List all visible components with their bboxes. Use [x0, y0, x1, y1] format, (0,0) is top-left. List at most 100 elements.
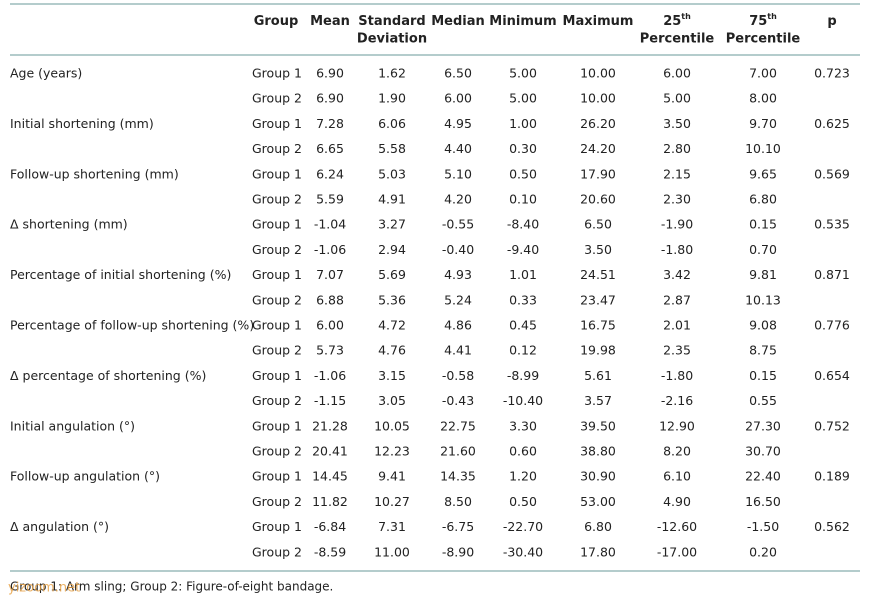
value-cell: 4.93: [444, 267, 472, 282]
value-cell: 21.28: [312, 418, 348, 433]
p-value: 0.723: [814, 66, 850, 81]
value-cell: 16.50: [745, 494, 781, 509]
value-cell: 4.86: [444, 318, 472, 333]
value-cell: 2.01: [663, 318, 691, 333]
value-cell: -9.40: [507, 242, 539, 257]
value-cell: 24.51: [580, 267, 616, 282]
value-cell: 12.23: [374, 444, 410, 459]
value-cell: -1.04: [314, 217, 346, 232]
p-value: 0.752: [814, 418, 850, 433]
value-cell: 3.57: [584, 393, 612, 408]
value-cell: 2.87: [663, 292, 691, 307]
value-cell: 6.00: [663, 66, 691, 81]
value-cell: 12.90: [659, 418, 695, 433]
value-cell: 16.75: [580, 318, 616, 333]
value-cell: 1.20: [509, 469, 537, 484]
value-cell: 24.20: [580, 141, 616, 156]
value-cell: -10.40: [503, 393, 543, 408]
value-cell: -30.40: [503, 544, 543, 559]
value-cell: 5.00: [509, 66, 537, 81]
header-text: 75: [749, 14, 767, 29]
header-sup: th: [767, 12, 777, 21]
value-cell: 14.45: [312, 469, 348, 484]
value-cell: 1.00: [509, 116, 537, 131]
group-cell: Group 1: [252, 66, 302, 81]
header-text: Group: [254, 14, 299, 29]
row-label: Follow-up shortening (mm): [10, 166, 179, 181]
value-cell: 6.90: [316, 66, 344, 81]
group-cell: Group 1: [252, 519, 302, 534]
p-value: 0.871: [814, 267, 850, 282]
group-cell: Group 1: [252, 469, 302, 484]
group-cell: Group 1: [252, 166, 302, 181]
value-cell: 7.07: [316, 267, 344, 282]
value-cell: 4.72: [378, 318, 406, 333]
value-cell: 0.12: [509, 343, 537, 358]
value-cell: 6.06: [378, 116, 406, 131]
value-cell: 6.80: [584, 519, 612, 534]
value-cell: -6.75: [442, 519, 474, 534]
value-cell: 4.91: [378, 192, 406, 207]
group-cell: Group 2: [252, 444, 302, 459]
p-value: 0.189: [814, 469, 850, 484]
value-cell: -1.80: [661, 368, 693, 383]
row-label: Follow-up angulation (°): [10, 469, 160, 484]
footnote: Group 1: Arm sling; Group 2: Figure-of-e…: [10, 580, 333, 594]
group-cell: Group 2: [252, 393, 302, 408]
value-cell: 5.59: [316, 192, 344, 207]
group-cell: Group 1: [252, 418, 302, 433]
value-cell: 2.35: [663, 343, 691, 358]
value-cell: 0.50: [509, 166, 537, 181]
header-text: Minimum: [489, 14, 556, 29]
value-cell: 23.47: [580, 292, 616, 307]
header-text: 25: [663, 14, 681, 29]
row-label: Initial shortening (mm): [10, 116, 154, 131]
value-cell: -0.58: [442, 368, 474, 383]
value-cell: -8.40: [507, 217, 539, 232]
value-cell: -8.90: [442, 544, 474, 559]
row-label: Percentage of initial shortening (%): [10, 267, 231, 282]
value-cell: 9.70: [749, 116, 777, 131]
value-cell: 5.73: [316, 343, 344, 358]
value-cell: -1.90: [661, 217, 693, 232]
group-cell: Group 2: [252, 141, 302, 156]
value-cell: -1.15: [314, 393, 346, 408]
value-cell: 7.28: [316, 116, 344, 131]
value-cell: 0.60: [509, 444, 537, 459]
value-cell: 4.90: [663, 494, 691, 509]
group-cell: Group 2: [252, 91, 302, 106]
value-cell: 39.50: [580, 418, 616, 433]
value-cell: 7.31: [378, 519, 406, 534]
group-cell: Group 1: [252, 318, 302, 333]
value-cell: 5.58: [378, 141, 406, 156]
value-cell: 2.15: [663, 166, 691, 181]
value-cell: 8.75: [749, 343, 777, 358]
value-cell: 7.00: [749, 66, 777, 81]
value-cell: 0.33: [509, 292, 537, 307]
p-value: 0.562: [814, 519, 850, 534]
header-cell: Group: [254, 14, 299, 29]
value-cell: 27.30: [745, 418, 781, 433]
value-cell: 6.10: [663, 469, 691, 484]
value-cell: 30.70: [745, 444, 781, 459]
value-cell: 22.75: [440, 418, 476, 433]
value-cell: 1.01: [509, 267, 537, 282]
row-label: Initial angulation (°): [10, 418, 135, 433]
value-cell: -12.60: [657, 519, 697, 534]
header-cell: Median: [431, 14, 485, 29]
value-cell: -17.00: [657, 544, 697, 559]
value-cell: 0.10: [509, 192, 537, 207]
value-cell: 0.55: [749, 393, 777, 408]
value-cell: 2.80: [663, 141, 691, 156]
header-cell: Maximum: [563, 14, 634, 29]
value-cell: -0.40: [442, 242, 474, 257]
value-cell: 3.15: [378, 368, 406, 383]
value-cell: 3.05: [378, 393, 406, 408]
header-text: Median: [431, 14, 485, 29]
value-cell: 0.50: [509, 494, 537, 509]
value-cell: 6.50: [584, 217, 612, 232]
p-value: 0.654: [814, 368, 850, 383]
value-cell: 2.94: [378, 242, 406, 257]
p-value: 0.535: [814, 217, 850, 232]
header-cell: Deviation: [357, 32, 427, 47]
